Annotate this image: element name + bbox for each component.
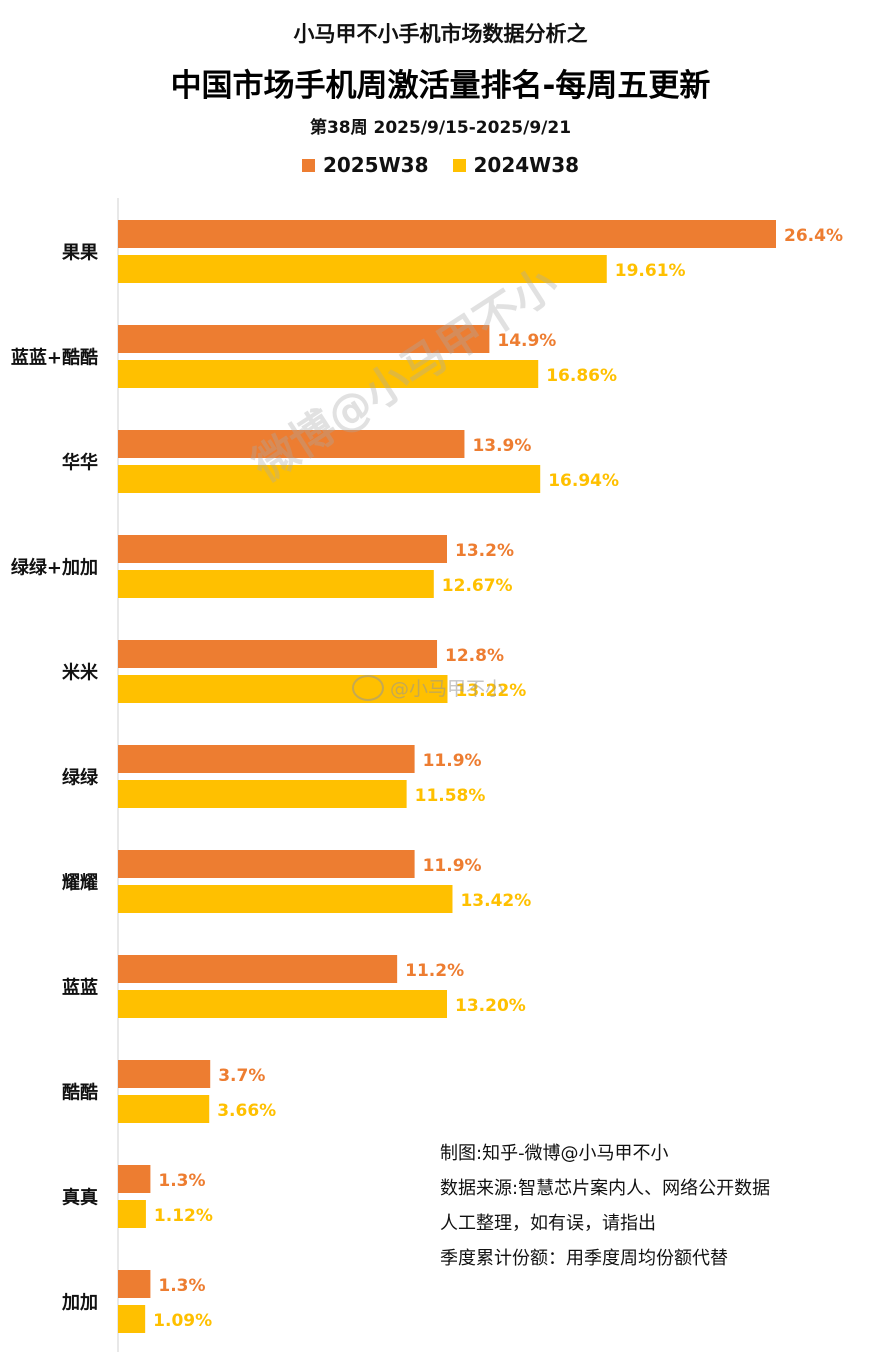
- bar-2025: [118, 535, 447, 563]
- bar-2025: [118, 1060, 211, 1088]
- legend: 2025W38 2024W38: [0, 153, 881, 177]
- bar-2024: [118, 570, 434, 598]
- legend-swatch-2024: [452, 158, 466, 172]
- category-label: 米米: [62, 662, 99, 684]
- data-label: 16.94%: [548, 471, 619, 491]
- chart-notes: 制图:知乎-微博@小马甲不小 数据来源:智慧芯片案内人、网络公开数据 人工整理，…: [440, 1136, 770, 1276]
- bar-2024: [118, 885, 453, 913]
- category-label: 耀耀: [62, 873, 98, 894]
- watermark-inline-text: @小马甲不小: [390, 678, 505, 700]
- data-label: 13.2%: [455, 541, 514, 561]
- category-label: 酷酷: [62, 1082, 98, 1104]
- category-label: 绿绿+加加: [11, 557, 98, 579]
- bar-2025: [118, 850, 415, 878]
- bar-2024: [118, 360, 539, 388]
- data-label: 13.42%: [460, 891, 531, 911]
- category-label: 华华: [62, 452, 98, 474]
- bar-2024: [118, 675, 448, 703]
- bar-2024: [118, 990, 447, 1018]
- category-label: 绿绿: [62, 767, 99, 789]
- watermark-inline: @小马甲不小: [352, 674, 504, 701]
- legend-item-2024: 2024W38: [452, 153, 580, 177]
- chart-pretitle: 小马甲不小手机市场数据分析之: [293, 22, 588, 46]
- bar-2024: [118, 1095, 210, 1123]
- bar-2024: [118, 255, 607, 283]
- legend-swatch-2025: [301, 158, 315, 172]
- note-author: 制图:知乎-微博@小马甲不小: [440, 1143, 669, 1164]
- bar-2024: [118, 780, 407, 808]
- category-label: 加加: [61, 1293, 98, 1314]
- data-label: 1.3%: [158, 1171, 205, 1191]
- bar-2025: [118, 220, 776, 248]
- bar-2025: [118, 955, 398, 983]
- data-label: 13.20%: [455, 996, 526, 1016]
- data-label: 13.22%: [455, 681, 526, 701]
- data-label: 1.12%: [154, 1206, 213, 1226]
- data-label: 19.61%: [615, 261, 686, 281]
- legend-item-2025: 2025W38: [301, 153, 429, 177]
- bar-2024: [118, 465, 541, 493]
- bar-2024: [118, 1200, 146, 1228]
- bar-2025: [118, 745, 415, 773]
- category-label: 蓝蓝+酷酷: [11, 347, 98, 369]
- data-label: 13.9%: [472, 436, 531, 456]
- data-label: 3.7%: [218, 1066, 265, 1086]
- category-label: 真真: [62, 1187, 98, 1209]
- bar-2025: [118, 325, 490, 353]
- data-label: 11.9%: [423, 856, 482, 876]
- bar-2025: [118, 1165, 151, 1193]
- note-disclaimer: 人工整理，如有误，请指出: [440, 1213, 656, 1234]
- data-label: 11.2%: [405, 961, 464, 981]
- legend-label-2024: 2024W38: [473, 153, 580, 177]
- data-label: 1.3%: [158, 1276, 205, 1296]
- bar-2025: [118, 1270, 151, 1298]
- note-method: 季度累计份额：用季度周均份额代替: [440, 1248, 728, 1269]
- data-label: 12.8%: [445, 646, 504, 666]
- chart-subtitle: 第38周 2025/9/15-2025/9/21: [309, 118, 572, 138]
- category-label: 果果: [61, 243, 99, 264]
- data-label: 11.58%: [415, 786, 486, 806]
- chart-title: 中国市场手机周激活量排名-每周五更新: [170, 68, 711, 104]
- bar-2025: [118, 430, 465, 458]
- data-label: 12.67%: [442, 576, 513, 596]
- data-label: 3.66%: [217, 1101, 276, 1121]
- bar-2024: [118, 1305, 146, 1333]
- category-label: 蓝蓝: [62, 978, 98, 999]
- data-label: 26.4%: [784, 226, 843, 246]
- note-source: 数据来源:智慧芯片案内人、网络公开数据: [440, 1178, 771, 1199]
- weibo-icon: [352, 674, 384, 701]
- bar-2025: [118, 640, 438, 668]
- data-label: 16.86%: [546, 366, 617, 386]
- legend-label-2025: 2025W38: [322, 153, 429, 177]
- data-label: 11.9%: [423, 751, 482, 771]
- data-label: 14.9%: [497, 331, 556, 351]
- data-label: 1.09%: [153, 1311, 212, 1331]
